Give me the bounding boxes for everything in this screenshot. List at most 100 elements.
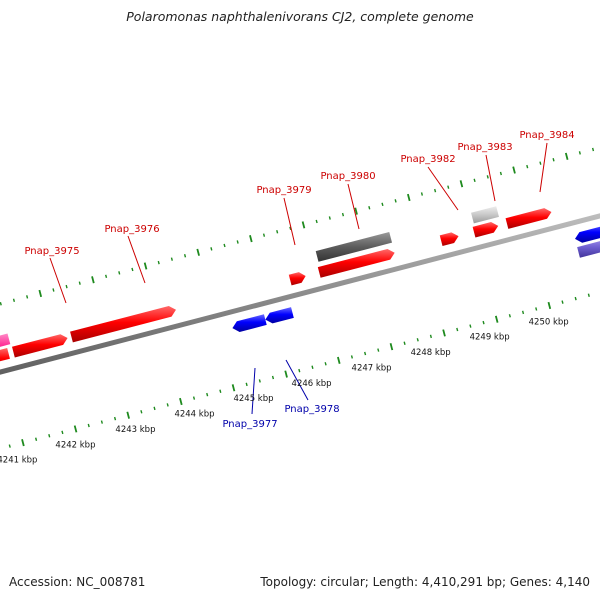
leader-line xyxy=(251,367,256,415)
outer-tick-mark xyxy=(38,289,43,298)
outer-tick-mark xyxy=(578,151,581,155)
outer-tick-mark xyxy=(210,247,213,251)
gene-label-pnap-3983: Pnap_3983 xyxy=(457,142,512,153)
outer-tick-mark xyxy=(328,216,331,220)
scale-tick-mark xyxy=(271,375,275,380)
outer-tick-mark xyxy=(459,180,464,188)
scale-tick-mark xyxy=(442,329,446,337)
gene-arrow-pink xyxy=(0,333,11,347)
scale-tick-mark xyxy=(298,368,301,373)
outer-tick-mark xyxy=(368,206,371,210)
outer-tick-mark xyxy=(354,207,358,215)
outer-tick-mark xyxy=(447,185,450,189)
scale-tick-mark xyxy=(389,343,394,351)
outer-tick-mark xyxy=(262,233,266,237)
outer-tick-mark xyxy=(381,202,384,207)
outer-tick-mark xyxy=(183,254,187,258)
outer-tick-mark xyxy=(236,240,239,244)
scale-tick-mark xyxy=(364,351,367,356)
scale-label: 4249 kbp xyxy=(470,333,510,343)
leader-line xyxy=(283,197,296,246)
gene-label-pnap-3979: Pnap_3979 xyxy=(256,185,311,196)
leader-line xyxy=(485,154,496,202)
gene-label-pnap-3977: Pnap_3977 xyxy=(222,419,277,430)
gene-arrow-pnap-3976 xyxy=(70,305,176,343)
outer-tick-mark xyxy=(486,175,489,179)
scale-tick-mark xyxy=(587,293,590,297)
outer-tick-mark xyxy=(552,158,555,162)
scale-label: 4243 kbp xyxy=(115,425,155,435)
gene-arrow-pnap-3978 xyxy=(265,307,294,324)
outer-tick-mark xyxy=(289,226,292,231)
outer-tick-mark xyxy=(249,234,253,243)
outer-tick-mark xyxy=(91,276,95,284)
outer-tick-mark xyxy=(0,302,2,306)
backbone-layer xyxy=(0,213,600,375)
scale-label: 4242 kbp xyxy=(55,441,95,451)
scale-tick-mark xyxy=(561,300,564,304)
gene-label-pnap-3976: Pnap_3976 xyxy=(104,224,159,235)
scale-tick-mark xyxy=(245,382,248,387)
outer-tick-mark xyxy=(12,298,16,303)
leader-line xyxy=(539,142,548,193)
gene-arrow-purple xyxy=(577,241,600,258)
scale-label: 4248 kbp xyxy=(411,348,451,358)
gene-label-pnap-3975: Pnap_3975 xyxy=(24,246,79,257)
gene-arrow-pnap-3979 xyxy=(288,272,306,286)
genome-summary-text: Topology: circular; Length: 4,410,291 bp… xyxy=(260,575,590,589)
gene-arrow-pnap-3982 xyxy=(439,232,459,247)
scale-tick-mark xyxy=(403,341,406,345)
outer-tick-mark xyxy=(78,281,81,285)
scale-label: 4247 kbp xyxy=(352,363,392,373)
outer-tick-mark xyxy=(157,260,160,265)
tick-layer xyxy=(0,147,595,448)
scale-tick-mark xyxy=(482,320,485,325)
scale-tick-mark xyxy=(8,444,11,448)
scale-tick-mark xyxy=(284,370,288,378)
outer-tick-mark xyxy=(223,243,226,248)
outer-tick-mark xyxy=(131,267,134,272)
scale-tick-mark xyxy=(113,416,117,421)
gene-arrow-light xyxy=(471,206,499,224)
outer-tick-mark xyxy=(539,161,542,165)
gene-label-pnap-3984: Pnap_3984 xyxy=(519,130,574,141)
leader-line xyxy=(347,183,360,230)
outer-tick-mark xyxy=(26,295,29,299)
scale-tick-mark xyxy=(21,439,25,447)
scale-tick-mark xyxy=(100,420,103,424)
scale-tick-mark xyxy=(311,365,314,369)
scale-label: 4245 kbp xyxy=(233,394,273,404)
scale-label: 4246 kbp xyxy=(292,379,332,389)
gene-arrow-pnap-3977 xyxy=(232,314,267,332)
gene-arrow-pnap-3975 xyxy=(12,334,68,358)
leader-line-layer xyxy=(49,142,548,415)
outer-tick-mark xyxy=(394,199,397,203)
scale-tick-mark xyxy=(61,430,64,435)
scale-tick-mark xyxy=(494,315,499,323)
leader-line xyxy=(127,235,146,284)
scale-tick-mark xyxy=(48,434,51,438)
map-title: Polaromonas naphthalenivorans CJ2, compl… xyxy=(126,9,474,24)
outer-tick-mark xyxy=(65,284,68,289)
outer-tick-mark xyxy=(301,221,306,229)
scale-tick-mark xyxy=(547,301,552,310)
scale-tick-mark xyxy=(429,334,432,339)
gene-arrow-forward xyxy=(0,348,10,362)
scale-tick-mark xyxy=(350,355,354,359)
scale-tick-mark xyxy=(324,362,327,366)
scale-tick-mark xyxy=(535,307,538,311)
scale-tick-mark xyxy=(179,397,183,406)
scale-tick-mark xyxy=(153,406,156,411)
outer-tick-mark xyxy=(196,248,200,256)
scale-tick-mark xyxy=(206,392,209,397)
scale-tick-mark xyxy=(508,314,511,318)
outer-tick-mark xyxy=(434,188,437,193)
scale-tick-mark xyxy=(574,296,577,301)
gene-label-pnap-3982: Pnap_3982 xyxy=(400,154,455,165)
scale-tick-mark xyxy=(87,423,90,428)
scale-label: 4244 kbp xyxy=(174,410,214,420)
outer-tick-mark xyxy=(591,147,595,152)
outer-tick-mark xyxy=(420,192,424,196)
outer-tick-mark xyxy=(407,193,411,202)
